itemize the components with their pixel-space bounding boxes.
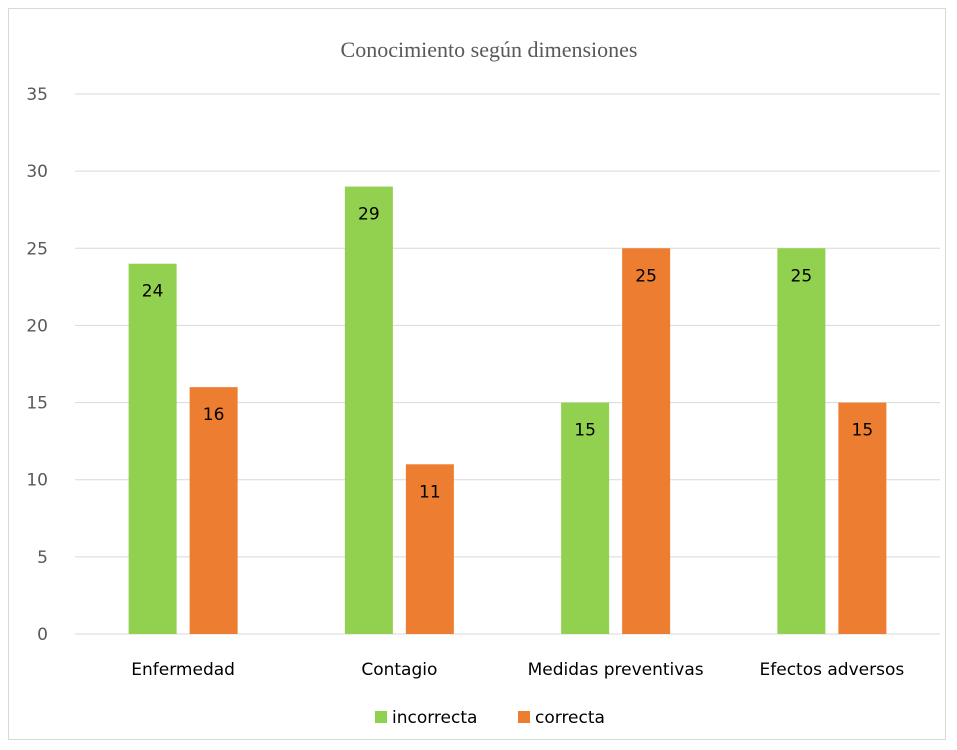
bars <box>128 186 887 635</box>
y-tick-label: 35 <box>26 85 48 105</box>
bar-correcta-3 <box>838 402 887 634</box>
y-tick-label: 30 <box>26 162 48 182</box>
data-label: 15 <box>574 421 596 441</box>
data-label: 24 <box>142 282 164 302</box>
bar-correcta-1 <box>405 464 454 634</box>
y-tick-label: 10 <box>26 471 48 491</box>
category-label: Enfermedad <box>131 660 235 680</box>
data-labels: 24 16 29 11 15 25 25 15 <box>142 205 873 503</box>
data-label: 16 <box>203 405 225 425</box>
legend: incorrecta correcta <box>375 708 605 728</box>
legend-label: incorrecta <box>392 708 477 728</box>
legend-label: correcta <box>535 708 605 728</box>
y-tick-label: 20 <box>26 316 48 336</box>
y-tick-label: 0 <box>37 625 48 645</box>
chart-title: Conocimiento según dimensiones <box>341 37 638 62</box>
data-label: 29 <box>358 205 380 225</box>
category-label: Efectos adversos <box>760 660 905 680</box>
legend-swatch <box>375 711 387 723</box>
bar-incorrecta-3 <box>777 248 826 635</box>
legend-swatch <box>518 711 530 723</box>
bar-incorrecta-1 <box>344 186 393 635</box>
y-tick-label: 25 <box>26 239 48 259</box>
data-label: 15 <box>852 421 874 441</box>
y-tick-label: 15 <box>26 394 48 414</box>
data-label: 25 <box>635 266 657 286</box>
bar-correcta-0 <box>189 387 238 634</box>
data-label: 25 <box>791 266 813 286</box>
y-tick-label: 5 <box>37 548 48 568</box>
category-label: Medidas preventivas <box>528 660 704 680</box>
y-axis-ticks: 0 5 10 15 20 25 30 35 <box>26 85 48 645</box>
x-axis-categories: Enfermedad Contagio Medidas preventivas Efe… <box>131 660 904 680</box>
data-label: 11 <box>419 482 441 502</box>
category-label: Contagio <box>361 660 437 680</box>
bar-correcta-2 <box>622 248 671 635</box>
bar-incorrecta-2 <box>561 402 610 634</box>
bar-incorrecta-0 <box>128 263 177 634</box>
